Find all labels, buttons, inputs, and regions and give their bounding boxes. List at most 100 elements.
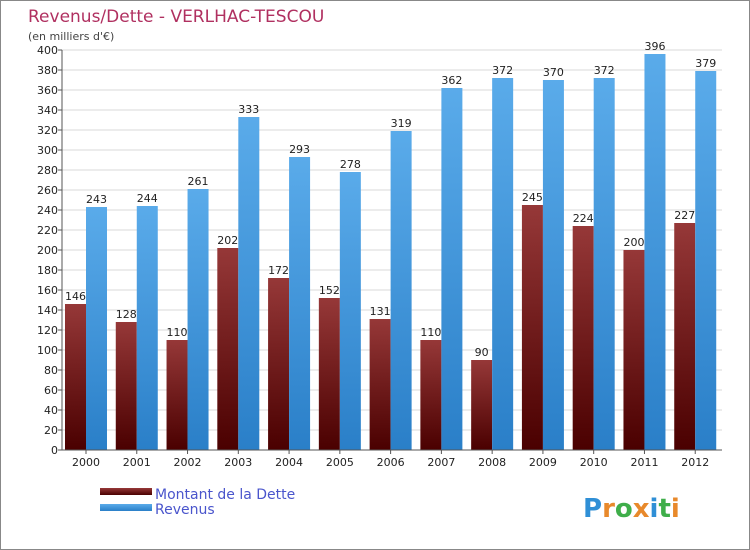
y-tick-label: 20 bbox=[44, 424, 58, 437]
y-tick-label: 400 bbox=[37, 44, 58, 57]
legend-label-debt: Montant de la Dette bbox=[155, 487, 295, 503]
chart-title: Revenus/Dette - VERLHAC-TESCOU bbox=[28, 7, 324, 27]
bar-debt bbox=[521, 205, 543, 450]
proxiti-logo: Proxiti bbox=[583, 494, 680, 524]
legend-swatch-revenue bbox=[100, 504, 152, 511]
bar-debt bbox=[318, 298, 340, 450]
x-tick-label: 2006 bbox=[377, 456, 405, 469]
data-label: 224 bbox=[573, 212, 594, 225]
y-tick-label: 300 bbox=[37, 144, 58, 157]
y-tick-label: 60 bbox=[44, 384, 58, 397]
bar-revenue bbox=[86, 207, 107, 450]
bar-debt bbox=[166, 340, 188, 450]
legend: Montant de la Dette Revenus bbox=[100, 487, 295, 518]
x-tick-label: 2008 bbox=[478, 456, 506, 469]
y-tick-label: 280 bbox=[37, 164, 58, 177]
x-tick-label: 2001 bbox=[123, 456, 151, 469]
data-label: 372 bbox=[492, 64, 513, 77]
bar-debt bbox=[115, 322, 137, 450]
bar-revenue bbox=[390, 131, 412, 450]
logo-letter: i bbox=[671, 494, 680, 524]
x-tick-label: 2003 bbox=[224, 456, 252, 469]
bar-revenue bbox=[695, 71, 717, 450]
chart-subtitle: (en milliers d'€) bbox=[28, 30, 114, 43]
bar-debt bbox=[369, 319, 391, 450]
x-tick-label: 2012 bbox=[681, 456, 709, 469]
logo-letter: t bbox=[658, 494, 670, 524]
bar-revenue bbox=[644, 54, 666, 450]
data-label: 372 bbox=[594, 64, 615, 77]
x-tick-label: 2005 bbox=[326, 456, 354, 469]
x-axis-ticks: 2000 2001 2002 2003 2004 2005 2006 2007 2008 2009… bbox=[72, 450, 709, 469]
x-tick-label: 2009 bbox=[529, 456, 557, 469]
y-tick-label: 260 bbox=[37, 184, 58, 197]
data-labels: 146 243 128 244 110 261 202 333 172 293 152 278 131 3… bbox=[65, 40, 716, 359]
x-tick-label: 2007 bbox=[427, 456, 455, 469]
data-label: 202 bbox=[217, 234, 238, 247]
data-label: 172 bbox=[268, 264, 289, 277]
bar-debt bbox=[217, 248, 239, 450]
logo-letter: o bbox=[615, 494, 633, 524]
data-label: 379 bbox=[695, 57, 716, 70]
logo-letter: P bbox=[583, 494, 602, 524]
bar-debt bbox=[471, 360, 493, 450]
x-tick-label: 2004 bbox=[275, 456, 303, 469]
y-axis-ticks: 0 20 40 60 80 100 120 140 160 180 200 220 240 260 280 3… bbox=[37, 44, 62, 457]
logo-letter: i bbox=[650, 494, 659, 524]
data-label: 90 bbox=[475, 346, 489, 359]
data-label: 244 bbox=[137, 192, 158, 205]
data-label: 131 bbox=[370, 305, 391, 318]
data-label: 396 bbox=[644, 40, 665, 53]
y-tick-label: 0 bbox=[51, 444, 58, 457]
y-tick-label: 240 bbox=[37, 204, 58, 217]
y-tick-label: 120 bbox=[37, 324, 58, 337]
x-tick-label: 2000 bbox=[72, 456, 100, 469]
data-label: 200 bbox=[623, 236, 644, 249]
data-label: 261 bbox=[188, 175, 209, 188]
bar-revenue bbox=[339, 172, 361, 450]
bar-revenue bbox=[136, 206, 158, 450]
bar-debt bbox=[268, 278, 290, 450]
data-label: 243 bbox=[86, 193, 107, 206]
data-label: 128 bbox=[116, 308, 137, 321]
legend-swatch-debt bbox=[100, 488, 152, 495]
y-tick-label: 200 bbox=[37, 244, 58, 257]
data-label: 152 bbox=[319, 284, 340, 297]
bar-debt bbox=[65, 304, 86, 450]
y-tick-label: 320 bbox=[37, 124, 58, 137]
bars bbox=[65, 54, 717, 450]
y-tick-label: 40 bbox=[44, 404, 58, 417]
bar-revenue bbox=[289, 157, 311, 450]
bar-revenue bbox=[492, 78, 514, 450]
data-label: 245 bbox=[522, 191, 543, 204]
bar-revenue bbox=[593, 78, 615, 450]
y-tick-label: 220 bbox=[37, 224, 58, 237]
y-tick-label: 360 bbox=[37, 84, 58, 97]
bar-revenue bbox=[238, 117, 260, 450]
y-tick-label: 100 bbox=[37, 344, 58, 357]
logo-letter: x bbox=[633, 494, 650, 524]
bar-revenue bbox=[542, 80, 564, 450]
bar-debt bbox=[420, 340, 442, 450]
data-label: 146 bbox=[65, 290, 86, 303]
data-label: 319 bbox=[391, 117, 412, 130]
legend-label-revenue: Revenus bbox=[155, 502, 215, 518]
data-label: 110 bbox=[167, 326, 188, 339]
y-tick-label: 380 bbox=[37, 64, 58, 77]
bar-debt bbox=[674, 223, 696, 450]
y-tick-label: 180 bbox=[37, 264, 58, 277]
x-tick-label: 2010 bbox=[580, 456, 608, 469]
data-label: 333 bbox=[238, 103, 259, 116]
logo-letter: r bbox=[602, 494, 615, 524]
x-tick-label: 2002 bbox=[174, 456, 202, 469]
y-tick-label: 160 bbox=[37, 284, 58, 297]
y-tick-label: 80 bbox=[44, 364, 58, 377]
data-label: 278 bbox=[340, 158, 361, 171]
bar-debt bbox=[623, 250, 645, 450]
data-label: 362 bbox=[441, 74, 462, 87]
data-label: 227 bbox=[674, 209, 695, 222]
bar-debt bbox=[572, 226, 594, 450]
y-tick-label: 140 bbox=[37, 304, 58, 317]
